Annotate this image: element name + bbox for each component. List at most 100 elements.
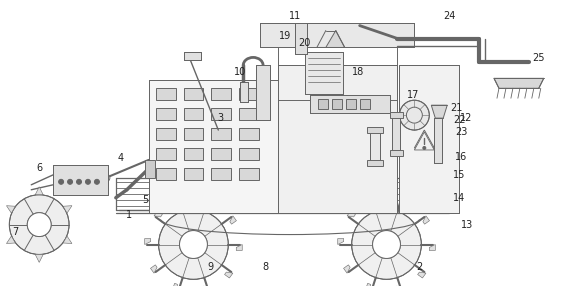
Bar — [149, 80, 278, 213]
Polygon shape — [63, 236, 72, 243]
Polygon shape — [35, 255, 43, 262]
Polygon shape — [179, 196, 186, 203]
Bar — [211, 148, 231, 160]
Bar — [435, 118, 442, 163]
Polygon shape — [414, 132, 435, 150]
Text: 17: 17 — [407, 90, 420, 100]
Bar — [400, 65, 459, 213]
Circle shape — [9, 195, 69, 255]
Text: 5: 5 — [142, 195, 149, 205]
Text: 19: 19 — [279, 30, 291, 40]
Bar — [239, 88, 259, 100]
Circle shape — [352, 210, 421, 279]
Bar — [435, 118, 442, 163]
Bar — [256, 65, 270, 120]
Bar — [260, 23, 414, 47]
Bar — [390, 112, 404, 118]
Bar — [241, 82, 248, 102]
Bar — [400, 65, 459, 213]
Text: 3: 3 — [218, 113, 223, 123]
Bar — [295, 23, 307, 55]
Bar — [211, 168, 231, 180]
Polygon shape — [429, 245, 435, 251]
Text: 20: 20 — [298, 38, 311, 49]
Text: 10: 10 — [234, 67, 246, 77]
Polygon shape — [344, 265, 350, 273]
Circle shape — [68, 179, 72, 184]
Text: 21: 21 — [450, 103, 463, 113]
Polygon shape — [236, 245, 242, 251]
Text: 24: 24 — [443, 11, 455, 21]
Polygon shape — [230, 216, 236, 224]
Text: 11: 11 — [289, 11, 301, 21]
Bar — [53, 165, 108, 195]
Bar — [156, 88, 176, 100]
Bar — [310, 95, 390, 113]
Text: 6: 6 — [36, 163, 42, 173]
Bar — [310, 95, 390, 113]
Bar — [295, 23, 307, 55]
Polygon shape — [224, 272, 233, 278]
Polygon shape — [338, 238, 344, 245]
Bar — [367, 160, 382, 166]
Bar — [184, 88, 203, 100]
Polygon shape — [173, 283, 179, 287]
Bar — [239, 168, 259, 180]
Polygon shape — [150, 265, 157, 273]
Bar — [360, 99, 370, 109]
Bar — [367, 127, 382, 133]
Polygon shape — [201, 286, 208, 287]
Text: 23: 23 — [455, 127, 467, 137]
Bar — [239, 148, 259, 160]
Polygon shape — [6, 236, 15, 243]
Bar — [241, 82, 248, 102]
Text: 15: 15 — [453, 170, 466, 180]
Bar — [370, 130, 379, 165]
Bar — [318, 99, 328, 109]
Polygon shape — [371, 196, 379, 203]
Bar — [256, 65, 270, 120]
Circle shape — [95, 179, 99, 184]
Bar — [156, 108, 176, 120]
Circle shape — [423, 146, 426, 150]
Text: 4: 4 — [118, 153, 124, 163]
Polygon shape — [366, 283, 371, 287]
Bar — [393, 115, 401, 155]
Bar — [184, 148, 203, 160]
Circle shape — [373, 230, 401, 258]
Bar — [156, 148, 176, 160]
Polygon shape — [208, 198, 214, 206]
Bar — [156, 168, 176, 180]
Circle shape — [86, 179, 91, 184]
Bar — [305, 53, 343, 94]
Bar — [346, 99, 356, 109]
Bar — [370, 130, 379, 165]
Text: 1: 1 — [126, 210, 132, 220]
Circle shape — [102, 174, 110, 182]
Circle shape — [158, 210, 228, 279]
Polygon shape — [154, 211, 162, 217]
Bar — [156, 128, 176, 140]
Polygon shape — [317, 30, 345, 47]
Polygon shape — [63, 206, 72, 213]
Bar — [211, 108, 231, 120]
Bar — [393, 115, 401, 155]
Bar — [278, 65, 397, 213]
Text: 18: 18 — [351, 67, 364, 77]
Bar — [260, 23, 414, 47]
Circle shape — [27, 213, 51, 236]
Polygon shape — [145, 238, 150, 245]
Circle shape — [400, 100, 429, 130]
Bar — [211, 128, 231, 140]
Bar — [145, 160, 154, 178]
Bar — [332, 99, 342, 109]
Polygon shape — [402, 198, 408, 206]
Text: 25: 25 — [533, 53, 545, 63]
Bar — [239, 128, 259, 140]
Polygon shape — [431, 105, 447, 118]
Bar — [278, 65, 397, 213]
Bar — [53, 165, 108, 195]
Polygon shape — [414, 130, 435, 148]
Text: 9: 9 — [207, 262, 214, 272]
Text: 14: 14 — [453, 193, 466, 203]
